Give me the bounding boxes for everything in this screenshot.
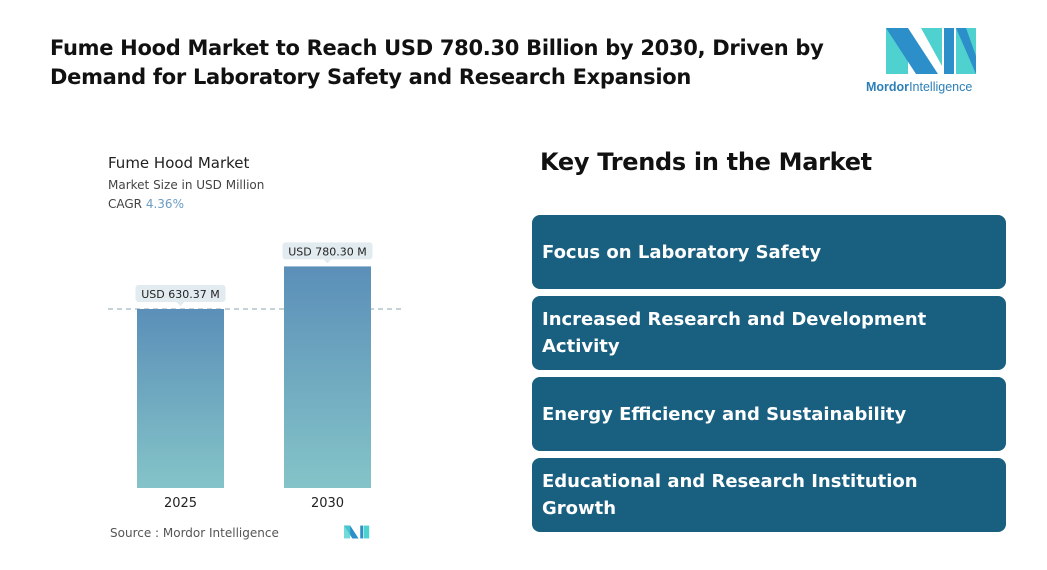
logo-wordmark: MordorIntelligence — [866, 80, 973, 94]
cagr: CAGR 4.36% — [108, 197, 184, 211]
trend-card: Focus on Laboratory Safety — [532, 215, 1006, 289]
data-label-pointer — [176, 302, 185, 306]
chart-subtitle: Market Size in USD Million — [108, 178, 265, 192]
bar-2025 — [137, 309, 224, 488]
trends-title: Key Trends in the Market — [540, 148, 872, 176]
bar-2030 — [284, 266, 371, 488]
trend-card: Increased Research and Development Activ… — [532, 296, 1006, 370]
x-tick-label: 2025 — [164, 496, 197, 511]
source-logo-icon — [344, 525, 370, 539]
data-label: USD 780.30 M — [288, 245, 366, 258]
bar-chart: USD 630.37 M 2025 USD 780.30 M 2030 — [108, 242, 402, 511]
trend-card: Educational and Research Institution Gro… — [532, 458, 1006, 532]
source-note: Source : Mordor Intelligence — [110, 526, 279, 540]
data-label-bg — [135, 285, 226, 302]
mordor-intelligence-logo — [886, 28, 976, 74]
cagr-value: 4.36% — [145, 197, 184, 211]
trend-card: Energy Efficiency and Sustainability — [532, 377, 1006, 451]
data-label-pointer — [323, 259, 332, 264]
data-label: USD 630.37 M — [141, 288, 219, 301]
x-tick-label: 2030 — [311, 496, 344, 511]
data-label-bg — [282, 242, 373, 260]
chart-title: Fume Hood Market — [108, 154, 250, 172]
page-title: Fume Hood Market to Reach USD 780.30 Bil… — [50, 36, 824, 89]
